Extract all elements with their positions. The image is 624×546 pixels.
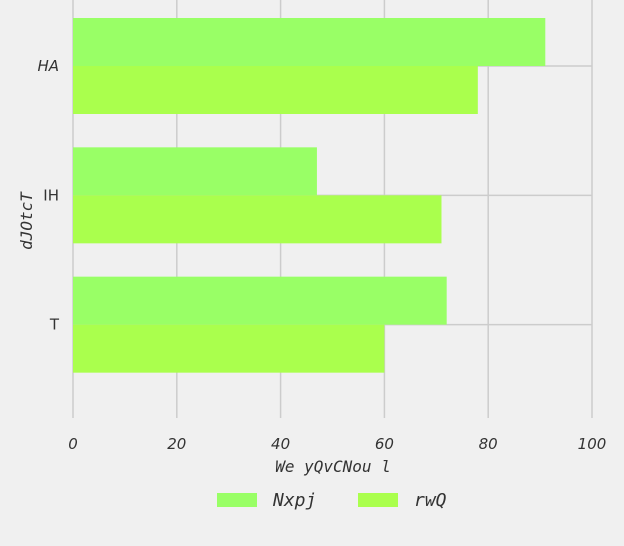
x-tick-label: 60 — [375, 435, 394, 453]
x-tick-label: 20 — [167, 435, 186, 453]
legend-swatch — [217, 493, 257, 507]
bar-Nxpj-T — [73, 276, 447, 325]
legend-swatch — [358, 493, 398, 507]
bar-rwQ-IH — [73, 195, 442, 244]
legend-entry-rwQ: rwQ — [358, 490, 447, 511]
bar-Nxpj-HA — [73, 18, 546, 66]
x-tick-label: 40 — [271, 435, 290, 453]
legend-entry-Nxpj: Nxpj — [217, 490, 316, 511]
bar-Nxpj-IH — [73, 147, 317, 196]
legend: Nxpj rwQ — [217, 490, 447, 511]
y-tick-label: HA — [37, 57, 59, 75]
bar-rwQ-HA — [73, 66, 478, 114]
legend-label: rwQ — [414, 490, 447, 511]
y-tick-label: T — [49, 316, 60, 334]
x-axis-label: We yQvCNou l — [275, 457, 391, 476]
legend-label: Nxpj — [272, 490, 316, 511]
x-tick-label: 0 — [68, 435, 78, 453]
bar-rwQ-T — [73, 324, 385, 373]
x-tick-label: 100 — [578, 435, 607, 453]
x-axis-ticks: 0 20 40 60 80 100 — [68, 435, 606, 453]
y-axis-ticks: HA IH T — [37, 57, 59, 334]
y-tick-label: IH — [43, 186, 59, 204]
y-axis-label: dJOtcT — [17, 191, 36, 250]
x-tick-label: 80 — [479, 435, 498, 453]
bars — [73, 18, 546, 373]
